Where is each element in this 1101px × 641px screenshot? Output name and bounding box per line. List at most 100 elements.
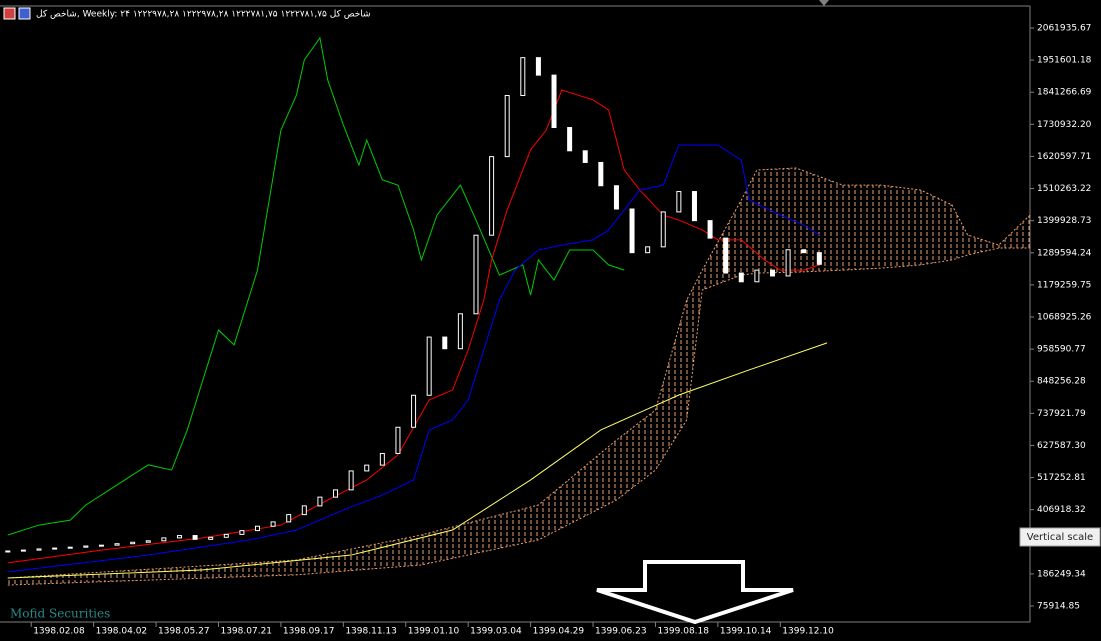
chart-title: شاخص کل, Weekly: ۲۴ ۱۲۲۲۹۷۸,۲۸ ۱۲۲۲۹۷۸,۲… xyxy=(36,10,371,20)
candle-body xyxy=(145,540,151,543)
y-tick-label: 406918.32 xyxy=(1037,505,1086,515)
candle-body xyxy=(582,150,588,163)
candle-body xyxy=(801,249,807,254)
y-tick-label: 186249.34 xyxy=(1037,569,1086,579)
icon xyxy=(18,7,31,20)
y-tick-label: 75914.85 xyxy=(1037,602,1080,612)
candle-body xyxy=(520,57,526,97)
candle-body xyxy=(67,546,73,549)
y-tick-label: 1179259.75 xyxy=(1037,280,1091,290)
x-tick-label: 1398.02.08 xyxy=(33,627,85,637)
candle-body xyxy=(411,394,417,428)
candle-body xyxy=(223,533,229,538)
candle-body xyxy=(613,185,619,210)
candle-body xyxy=(551,74,557,129)
candle-body xyxy=(301,505,307,516)
y-tick-label: 1289594.24 xyxy=(1037,248,1092,258)
candle-body xyxy=(333,489,339,498)
candle-body xyxy=(535,57,541,76)
x-tick-label: 1399.10.14 xyxy=(720,627,772,637)
candle-body xyxy=(317,496,323,507)
candle-body xyxy=(770,269,775,277)
candle-body xyxy=(598,161,604,187)
candle-body xyxy=(457,313,463,350)
candle-body xyxy=(192,535,198,540)
candle-body xyxy=(660,211,666,248)
candle-body xyxy=(676,191,682,213)
tooltip-text: Vertical scale xyxy=(1027,532,1093,543)
y-tick-label: 1399928.73 xyxy=(1037,216,1091,226)
candle-body xyxy=(161,537,167,542)
candle-body xyxy=(707,220,713,239)
y-tick-label: 1951601.18 xyxy=(1037,56,1092,66)
candle-body xyxy=(364,464,370,472)
candle-body xyxy=(629,208,635,254)
y-tick-label: 2061935.67 xyxy=(1037,24,1091,34)
y-tick-label: 1068925.26 xyxy=(1037,313,1092,323)
tooltip: Vertical scale xyxy=(1019,527,1101,547)
x-tick-label: 1398.07.21 xyxy=(220,627,272,637)
candle-body xyxy=(426,336,432,396)
cloud-span xyxy=(7,167,1030,579)
candle-body xyxy=(395,426,401,454)
candle-body xyxy=(36,548,42,551)
candle-body xyxy=(489,156,495,236)
candle-body xyxy=(98,544,104,547)
y-tick-label: 1841266.69 xyxy=(1037,88,1092,98)
candle-body xyxy=(691,191,697,222)
y-tick-label: 627587.30 xyxy=(1037,441,1086,451)
y-tick-label: 517252.81 xyxy=(1037,473,1086,483)
candle-body xyxy=(442,336,448,350)
icon xyxy=(3,7,16,20)
x-tick-label: 1398.09.17 xyxy=(283,627,335,637)
cloud-span xyxy=(7,247,1030,586)
x-tick-label: 1399.12.10 xyxy=(782,627,834,637)
candle-body xyxy=(738,272,744,283)
plot-area xyxy=(5,36,1030,586)
candle-body xyxy=(176,535,182,539)
candle-body xyxy=(723,237,729,274)
indicator-line xyxy=(7,342,828,579)
candle-body xyxy=(348,470,354,491)
tooltip-box xyxy=(1019,527,1101,547)
x-tick-label: 1398.11.13 xyxy=(345,627,397,637)
candle-body xyxy=(270,521,276,527)
x-tick-label: 1399.01.10 xyxy=(408,627,460,637)
candle-body xyxy=(114,543,120,546)
candle-body xyxy=(567,127,573,152)
x-tick-label: 1399.03.04 xyxy=(470,627,522,637)
y-tick-label: 1510263.22 xyxy=(1037,184,1091,194)
y-tick-label: 958590.77 xyxy=(1037,345,1086,355)
candle-body xyxy=(504,95,510,158)
shift-marker[interactable] xyxy=(819,0,829,6)
x-tick-label: 1399.08.18 xyxy=(657,627,709,637)
y-tick-label: 848256.28 xyxy=(1037,377,1086,387)
candle-body xyxy=(785,249,791,277)
candle-body xyxy=(239,530,245,535)
candle-body xyxy=(645,246,651,254)
candle-body xyxy=(208,536,214,540)
candle-body xyxy=(83,545,89,548)
candle-body xyxy=(286,514,292,523)
x-tick-label: 1398.05.27 xyxy=(158,627,210,637)
candle-body xyxy=(20,549,26,552)
candle-body xyxy=(5,550,11,553)
x-tick-label: 1398.04.02 xyxy=(96,627,148,637)
watermark: Mofid Securities xyxy=(10,607,110,621)
candle-body xyxy=(754,269,760,283)
arrow-annotation xyxy=(596,560,794,625)
candle-body xyxy=(130,541,136,545)
candle-body xyxy=(255,525,260,532)
x-tick-label: 1399.06.23 xyxy=(595,627,647,637)
x-tick-label: 1399.04.29 xyxy=(533,627,585,637)
candle-body xyxy=(473,234,479,315)
y-tick-label: 1730932.20 xyxy=(1037,120,1092,130)
indicator-line xyxy=(7,36,625,536)
candle-body xyxy=(379,452,385,466)
candle-body xyxy=(52,547,58,550)
candle-body xyxy=(816,252,822,265)
y-tick-label: 737921.79 xyxy=(1037,409,1086,419)
y-tick-label: 1620597.71 xyxy=(1037,152,1091,162)
